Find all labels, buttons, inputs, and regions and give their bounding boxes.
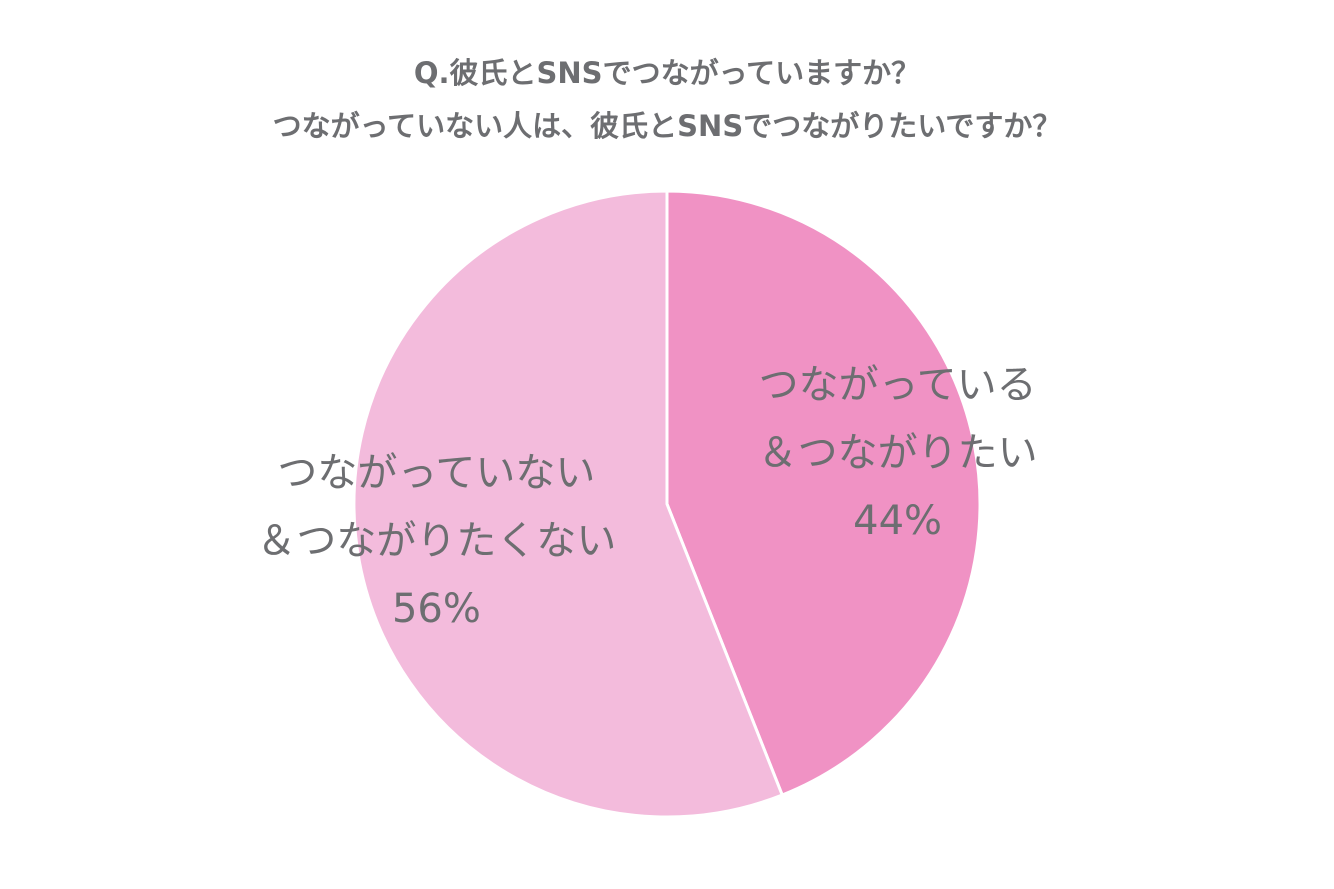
value-label: 44% bbox=[853, 498, 942, 544]
chart-title: Q.彼氏とSNSでつながっていますか？ bbox=[414, 56, 920, 90]
pie-slice bbox=[352, 189, 785, 819]
chart-subtitle: つながっていない人は、彼氏とSNSでつながりたいですか？ bbox=[273, 109, 1062, 143]
value-label: 56% bbox=[392, 586, 481, 632]
slice-label: つながっている bbox=[759, 362, 1037, 408]
slice-label: ＆つながりたくない bbox=[256, 518, 616, 564]
pie-slice bbox=[665, 189, 982, 797]
slice-label: つながっていない bbox=[277, 450, 595, 496]
slice-label: ＆つながりたい bbox=[758, 430, 1038, 476]
